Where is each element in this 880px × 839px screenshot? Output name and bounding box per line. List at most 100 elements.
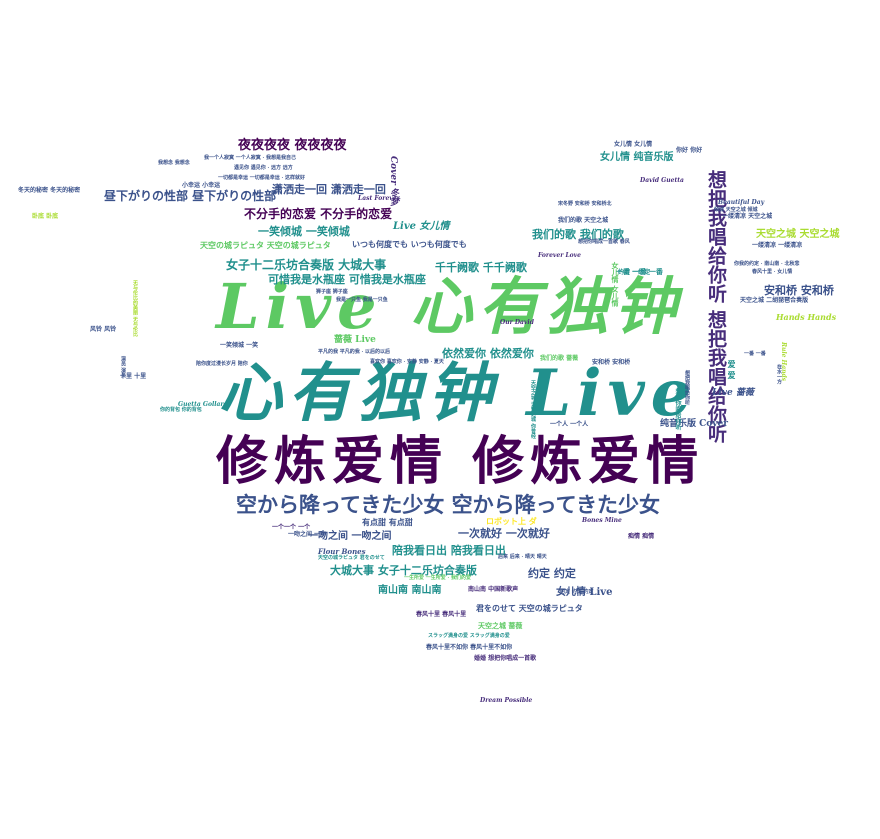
word-women-de-ge: 我们的歌 我们的歌 [532, 228, 624, 241]
word-filler-22: 倾城 天空之城 倾城 [714, 207, 758, 213]
word-cover-dongmeng: Cover 冬梦 [388, 156, 398, 206]
word-yiwen-small: 一吻之间 一吻 [288, 531, 327, 538]
word-shili: 十里 十里 [120, 373, 147, 380]
word-yixiao: 一笑倾城 一笑倾城 [258, 225, 350, 238]
word-yixiao-small: 一笑倾城 一笑 [220, 342, 259, 349]
word-robot: ロボット上 ダ [486, 516, 537, 526]
word-nuerqing-vert: 女儿情 女儿情 [611, 262, 620, 307]
word-yueding-small: 约定 一约定 [618, 269, 651, 276]
word-nanshan: 南山南 南山南 [378, 585, 442, 596]
word-chunfengshili: 春风十里不如你 春风十里不如你 [426, 644, 513, 651]
word-chunfeng: 春风十里 春风十里 [416, 611, 467, 618]
word-bones-mine: Bones Mine [582, 517, 622, 524]
word-yigeren: 一个人 一个人 [550, 421, 589, 428]
word-tiankong-erhu: 天空之城 二胡琵琶合奏版 [740, 297, 809, 304]
word-peiwo: 陪我看日出 陪我看日出 [392, 544, 506, 557]
word-filler-2: 遇见你 遇见你 · 远方 远方 [234, 165, 293, 171]
word-filler-15: 一生所爱 一生所爱 · 我们的爱 [404, 575, 471, 581]
word-bufenshou: 不分手的恋爱 不分手的恋爱 [244, 207, 393, 221]
word-filler-23: 在水一方 [776, 364, 782, 384]
word-rule-hands: Rule Hands [780, 342, 787, 382]
word-tiankong-right: 天空之城 天空之城 [756, 229, 840, 240]
word-wodi: 卧底 卧底 [32, 213, 59, 220]
word-yiran: 依然爱你 依然爱你 [442, 347, 534, 360]
word-live-xinyoudu: Live 心有独钟 [216, 270, 683, 343]
word-hirusagari: 昼下がりの性部 昼下がりの性部 [104, 189, 277, 203]
word-filler-12: 你的背包 你的背包 [160, 407, 202, 413]
word-our-david: Our David [500, 319, 534, 326]
word-yiwen: 一吻之间 一吻之间 [308, 531, 392, 542]
word-women-qiangwei: 我们的歌 蔷薇 [540, 355, 579, 362]
word-dream-possible: Dream Possible [480, 697, 533, 704]
word-filler-14: スラッグ满身の爱 スラッグ满身の爱 [428, 633, 510, 639]
word-xiulian-aiqing: 修炼爱情 修炼爱情 [216, 431, 705, 492]
word-guetta: Guetta Gollard [178, 401, 228, 408]
word-yifan: 一番 一番 一番 [616, 267, 663, 276]
word-dongtian: 冬天的秘密 冬天的秘密 [18, 187, 81, 194]
word-kimiwo: 君をのせて 天空の城ラピュタ [476, 603, 583, 613]
word-youdiantian: 有点甜 有点甜 [362, 517, 413, 527]
word-nanshan-zhongguo: 南山南 中国新歌声 [468, 586, 519, 593]
word-filler-25: 狮子座 狮子座 [316, 289, 348, 295]
word-dacheng-nuzi: 大城大事 女子十二乐坊合奏版 [330, 564, 477, 577]
word-kexi: 可惜我是水瓶座 可惜我是水瓶座 [268, 273, 426, 286]
word-nuerqing-small: 女儿情 女儿情 [614, 141, 653, 148]
word-hunhun: 婚婚 想把你唱成一首歌 [474, 655, 537, 662]
word-nuerqing-chun: 女儿情 纯音乐版 [600, 152, 674, 163]
word-flour-bones: Flour Bones [318, 547, 366, 556]
word-nuzi-dacheng: 女子十二乐坊合奏版 大城大事 [226, 258, 387, 272]
word-filler-7: 你我的约定 · 南山南 · 北秋悲 [734, 261, 800, 267]
word-filler-4: 我想念 我想念 [158, 160, 190, 166]
word-live-nuer: Live 女儿情 [393, 221, 450, 232]
word-filler-24: 我是一只鱼 我是一只鱼 [336, 297, 388, 303]
word-chiqing: 痴情 痴情 [628, 533, 655, 540]
word-filler-8: 春风十里 · 女儿情 [752, 269, 793, 275]
word-yueding: 约定 约定 [528, 567, 576, 580]
word-fengling: 风铃 风铃 [90, 326, 117, 333]
word-filler-9: 平凡的我 平凡的我 · 以后的以后 [318, 349, 390, 355]
word-chunyinyue-cover: 纯音乐版 Cover [660, 419, 728, 429]
word-qiangwei-live: 蔷薇 Live [334, 335, 376, 345]
word-women-tiankong: 我们的歌 天空之城 [558, 217, 609, 224]
word-david-guetta: David Guetta [640, 177, 684, 184]
word-filler-18: 演员 演员 [120, 356, 126, 378]
word-itsumo: いつも何度でも いつも何度でも [352, 239, 467, 249]
word-xiaoxingyun: 小幸运 小幸运 [182, 182, 221, 189]
word-filler-13: 后来 后来 · 晴天 晴天 [498, 554, 547, 560]
word-filler-11: 陪你度过漫长岁月 陪你 [196, 361, 248, 367]
word-yici: 一次就好 一次就好 [458, 527, 550, 540]
word-filler-1: 我一个人寂寞 一个人寂寞 · 我想是我自己 [204, 155, 296, 161]
word-yilv: 一缕清凉 一缕清凉 [752, 242, 803, 249]
word-filler-3: 一切都是幸运 一切都是幸运 · 这样就好 [218, 175, 305, 181]
word-tiankong-qiangwei: 天空之城 蔷薇 [478, 621, 523, 630]
word-beautiful-day: Beautiful Day [718, 199, 765, 206]
word-xiangba-vertical: 想把我唱给你听 想把我唱给你听 [705, 170, 727, 443]
word-filler-20: 想把我唱给你听 [684, 370, 690, 405]
word-sora-kara: 空から降ってきた少女 空から降ってきた少女 [236, 492, 660, 517]
word-xiangba-small: 想把你唱给你听 [674, 388, 681, 430]
word-yilv-tiankong: 一缕清凉 天空之城 [722, 213, 773, 220]
word-last-forever: Last Forever [358, 195, 400, 202]
word-anhe: 安和桥 安和桥 [764, 284, 834, 297]
word-anhe-small: 安和桥 安和桥 [592, 359, 631, 366]
word-filler-21: 一番 一番 [744, 351, 766, 357]
word-filler-5: 宋冬野 安和桥 安和桥北 [558, 201, 612, 207]
word-nuer-live: 女儿情 Live [556, 587, 613, 598]
word-filler-10: 喜欢你 喜欢你 · 安静 安静 · 夏天 [370, 359, 444, 365]
word-filler-26: 约定 约定 约定 [560, 589, 594, 595]
word-xinyoudu-live: 心有独钟 Live [218, 356, 698, 431]
word-yigeyige: 一个一个 一个 [272, 524, 311, 531]
word-yeye: 夜夜夜夜 夜夜夜夜 [238, 138, 347, 153]
word-forever-love: Forever Love [538, 252, 581, 259]
word-nihao: 你好 你好 [676, 147, 703, 154]
word-filler-6: 想把你唱成一首歌 春风 [578, 239, 630, 245]
word-live-qiangwei: Live 蔷薇 [712, 388, 754, 398]
word-xiaosa: 潇洒走一回 潇洒走一回 [272, 183, 386, 196]
word-filler-16: 天空の城ラピュタ 君をのせて [318, 555, 385, 561]
word-filler-19: 天空之城 天空之城 你曾经 [530, 380, 536, 439]
word-laputa: 天空の城ラピュタ 天空の城ラピュタ [200, 240, 331, 250]
word-filler-17: 无与伦比的美丽 无与伦比 [132, 280, 138, 337]
word-hands: Hands Hands [776, 312, 837, 322]
word-qianqian: 千千阙歌 千千阙歌 [435, 261, 527, 274]
